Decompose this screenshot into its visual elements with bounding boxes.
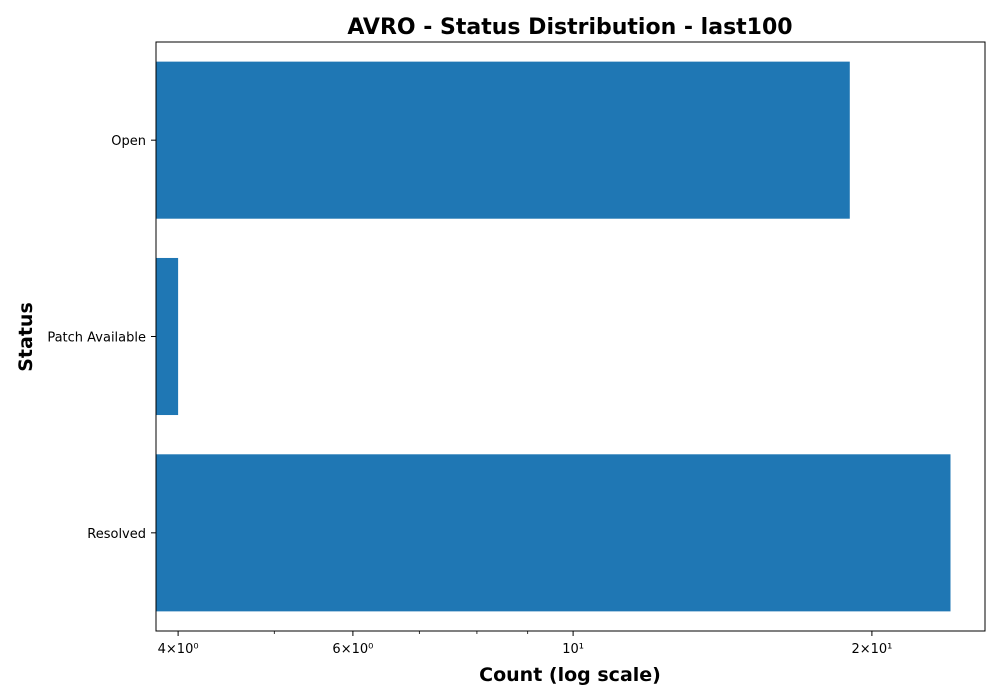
x-axis-ticks: 4×10⁰ 6×10⁰ 10¹ 2×10¹ xyxy=(158,631,892,657)
y-tick-label-patch-available: Patch Available xyxy=(47,331,146,346)
y-tick-label-open: Open xyxy=(111,134,146,149)
x-tick-label: 6×10⁰ xyxy=(332,642,373,657)
x-tick-label: 10¹ xyxy=(562,642,584,657)
x-axis-label: Count (log scale) xyxy=(479,664,661,686)
y-axis-label: Status xyxy=(15,302,37,372)
y-tick-label-resolved: Resolved xyxy=(87,527,146,542)
bar-open xyxy=(156,61,850,219)
x-tick-label: 2×10¹ xyxy=(851,642,892,657)
bar-resolved xyxy=(156,454,951,612)
bar-patch-available xyxy=(156,257,179,416)
bars-group xyxy=(156,61,951,612)
y-axis-ticks: Open Patch Available Resolved xyxy=(47,134,156,542)
chart-title: AVRO - Status Distribution - last100 xyxy=(347,15,792,40)
plot-area-frame xyxy=(155,41,986,632)
x-tick-label: 4×10⁰ xyxy=(158,642,199,657)
